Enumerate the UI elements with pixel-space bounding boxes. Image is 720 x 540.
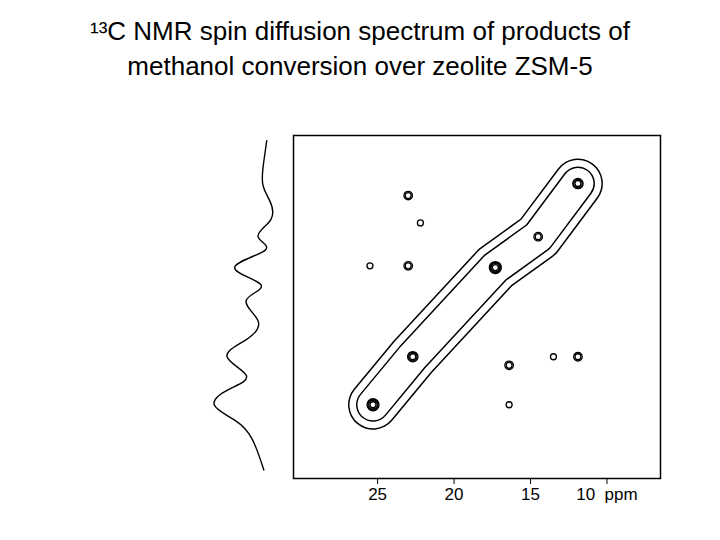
- svg-text:15: 15: [521, 485, 540, 504]
- html-text:¹³C NMR spin diffusion spectru: ¹³C NMR spin diffusion spectrum of produ…: [90, 16, 630, 81]
- svg-text:20: 20: [445, 485, 464, 504]
- svg-text:10 ppm: 10 ppm: [576, 485, 637, 504]
- svg-text:25: 25: [368, 485, 387, 504]
